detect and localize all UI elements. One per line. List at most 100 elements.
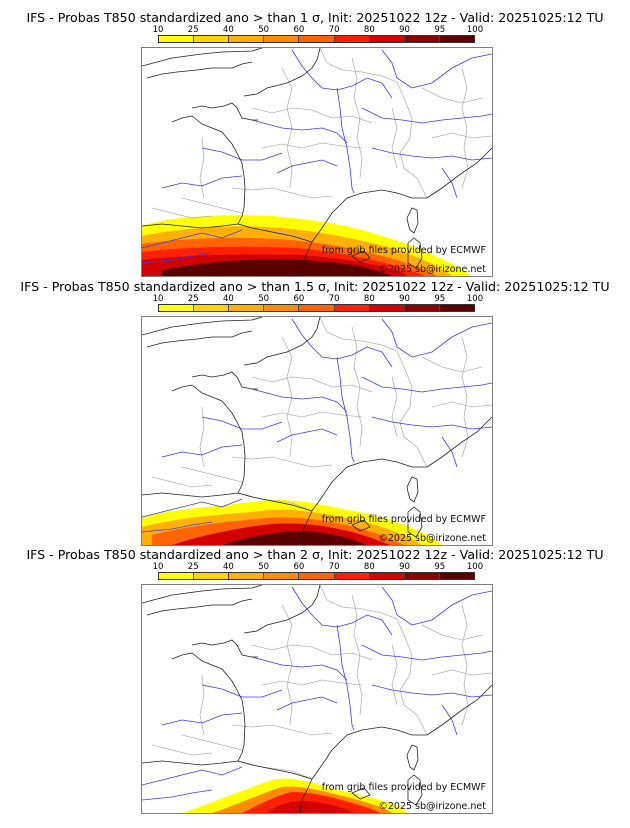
river — [276, 159, 338, 174]
colorbar-tick-label: 60 — [293, 25, 305, 35]
colorbar-segment — [369, 36, 405, 42]
colorbar-segment — [229, 573, 265, 579]
colorbar-segment — [439, 305, 474, 311]
admin-border — [251, 644, 373, 661]
admin-border — [281, 67, 293, 189]
coastline — [426, 416, 492, 468]
colorbar-segment — [159, 573, 195, 579]
river — [381, 318, 492, 358]
probability-map: from grib files provided by ECMWF ©2025 … — [141, 584, 493, 814]
map-panel-2: IFS - Probas T850 standardized ano > tha… — [0, 279, 630, 547]
coastline — [146, 598, 253, 616]
coastline — [311, 726, 427, 780]
river — [142, 766, 243, 786]
admin-border — [421, 624, 483, 641]
admin-border — [461, 604, 469, 726]
river — [142, 229, 243, 249]
copyright-credit: ©2025 sb@irizone.net — [378, 801, 486, 812]
admin-border — [251, 376, 373, 393]
colorbar-segment — [404, 573, 440, 579]
map-canvas — [142, 585, 492, 813]
admin-border — [237, 760, 313, 780]
coastline — [237, 492, 313, 512]
colorbar-tick-label: 50 — [258, 294, 270, 304]
river — [336, 356, 355, 463]
coastline — [231, 143, 246, 225]
colorbar-segment — [334, 573, 370, 579]
colorbar-tick-label: 80 — [363, 25, 375, 35]
admin-border — [181, 197, 243, 214]
colorbar-tick-label: 80 — [363, 562, 375, 572]
coastline — [243, 48, 321, 97]
admin-border — [421, 356, 483, 373]
river — [441, 704, 458, 736]
admin-border — [151, 207, 213, 219]
source-credit: from grib files provided by ECMWF — [321, 782, 486, 793]
colorbar-tick-label: 40 — [223, 294, 234, 304]
copyright-credit: ©2025 sb@irizone.net — [378, 533, 486, 544]
coastline — [407, 506, 423, 538]
colorbar-tick-label: 40 — [223, 562, 234, 572]
river — [251, 388, 348, 413]
coastline — [142, 760, 239, 766]
river — [371, 684, 492, 698]
coastline — [146, 61, 253, 79]
colorbar-segment — [299, 36, 335, 42]
admin-border — [181, 734, 243, 751]
admin-border — [431, 401, 492, 408]
colorbar-segment — [334, 305, 370, 311]
map-panel-1: IFS - Probas T850 standardized ano > tha… — [0, 10, 630, 278]
colorbar — [158, 35, 475, 43]
coastline — [311, 458, 427, 512]
coastline — [142, 48, 263, 67]
river — [201, 416, 283, 430]
colorbar-tick-label: 10 — [152, 562, 164, 572]
admin-border — [351, 326, 363, 448]
coastline — [191, 371, 258, 390]
coastline — [142, 585, 263, 604]
river — [161, 712, 243, 726]
admin-border — [431, 132, 492, 139]
colorbar — [158, 304, 475, 312]
coastline — [351, 519, 371, 532]
admin-border — [261, 411, 363, 418]
coastline — [191, 639, 258, 658]
admin-border — [181, 466, 243, 483]
coastline — [146, 330, 253, 348]
panel-title: IFS - Probas T850 standardized ano > tha… — [20, 279, 610, 294]
colorbar-ticks: 10 25 40 50 60 70 80 90 95 100 — [153, 294, 484, 304]
colorbar-tick-label: 90 — [399, 294, 410, 304]
river — [381, 586, 492, 626]
coastline — [426, 147, 492, 199]
admin-border — [237, 492, 313, 512]
colorbar-segment — [159, 36, 195, 42]
colorbar-segment — [404, 305, 440, 311]
river — [201, 684, 283, 698]
colorbar-segment — [194, 305, 230, 311]
colorbar-segment — [264, 36, 300, 42]
river — [251, 119, 348, 144]
admin-border — [431, 669, 492, 676]
probability-map: from grib files provided by ECMWF ©2025 … — [141, 316, 493, 546]
river — [161, 175, 243, 189]
river — [361, 376, 492, 393]
colorbar-segment — [264, 573, 300, 579]
admin-border — [151, 476, 213, 488]
probability-contour — [222, 531, 367, 545]
colorbar-tick-label: 70 — [328, 562, 340, 572]
river — [371, 416, 492, 430]
river — [291, 318, 393, 368]
colorbar-segment — [439, 36, 474, 42]
source-credit: from grib files provided by ECMWF — [321, 514, 486, 525]
coastline — [191, 102, 258, 121]
admin-border — [151, 744, 213, 756]
river — [291, 49, 393, 99]
admin-border — [231, 456, 333, 468]
probability-map: from grib files provided by ECMWF ©2025 … — [141, 47, 493, 277]
coastline — [299, 510, 313, 545]
coastline — [407, 237, 423, 269]
coastline — [142, 317, 263, 336]
admin-border — [237, 223, 313, 243]
colorbar-segment — [229, 36, 265, 42]
river — [371, 147, 492, 161]
